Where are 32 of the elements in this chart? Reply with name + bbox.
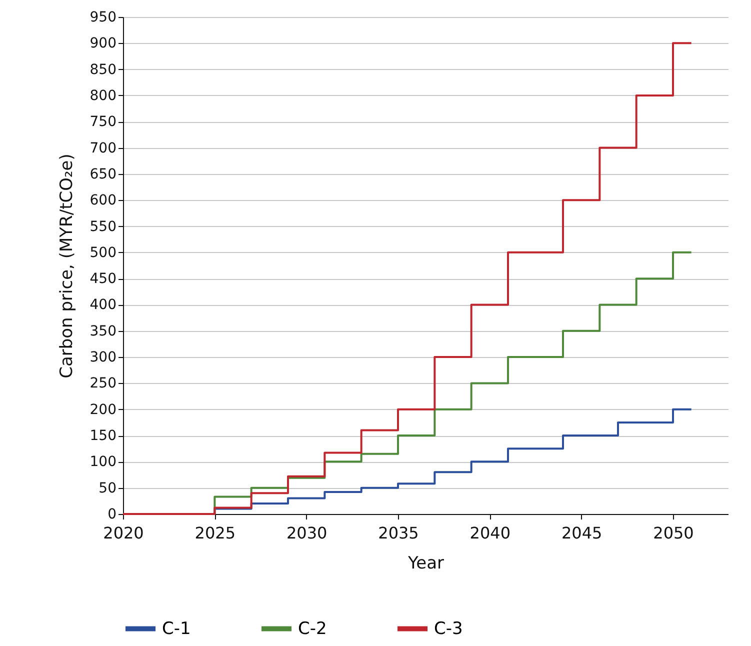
y-tick-label: 200 [90,402,116,418]
y-tick-label: 100 [90,454,116,470]
y-tick-label: 50 [98,480,116,496]
y-tick-label: 600 [90,192,116,209]
y-axis-title: Carbon price, (MYR/tCO₂e) [56,154,77,378]
y-tick-label: 550 [90,218,116,235]
legend-label: C-2 [298,618,327,639]
y-tick-label: 250 [90,376,116,392]
y-tick-label: 700 [90,140,116,156]
y-tick-label: 650 [90,166,116,182]
y-tick-label: 950 [90,10,116,26]
x-tick-label: 2040 [470,524,511,542]
x-tick-label: 2050 [653,524,694,542]
y-tick-label: 0 [108,506,116,522]
y-tick-label: 900 [90,36,116,52]
legend-label: C-3 [434,618,463,639]
x-tick-label: 2020 [103,524,144,542]
x-tick-label: 2030 [286,524,328,542]
y-tick-label: 300 [90,350,116,366]
y-tick-label: 400 [90,297,116,314]
y-tick-label: 850 [90,62,116,78]
y-tick-label: 150 [90,428,116,444]
y-tick-label: 500 [90,244,116,261]
x-axis-title: Year [407,554,444,574]
y-tick-label: 450 [90,271,116,288]
y-tick-label: 350 [90,323,116,340]
x-tick-label: 2045 [561,524,602,542]
legend-label: C-1 [162,618,191,639]
x-tick-label: 2035 [378,524,419,542]
x-tick-label: 2025 [194,524,236,542]
y-tick-label: 800 [90,88,116,104]
y-tick-label: 750 [90,114,116,130]
